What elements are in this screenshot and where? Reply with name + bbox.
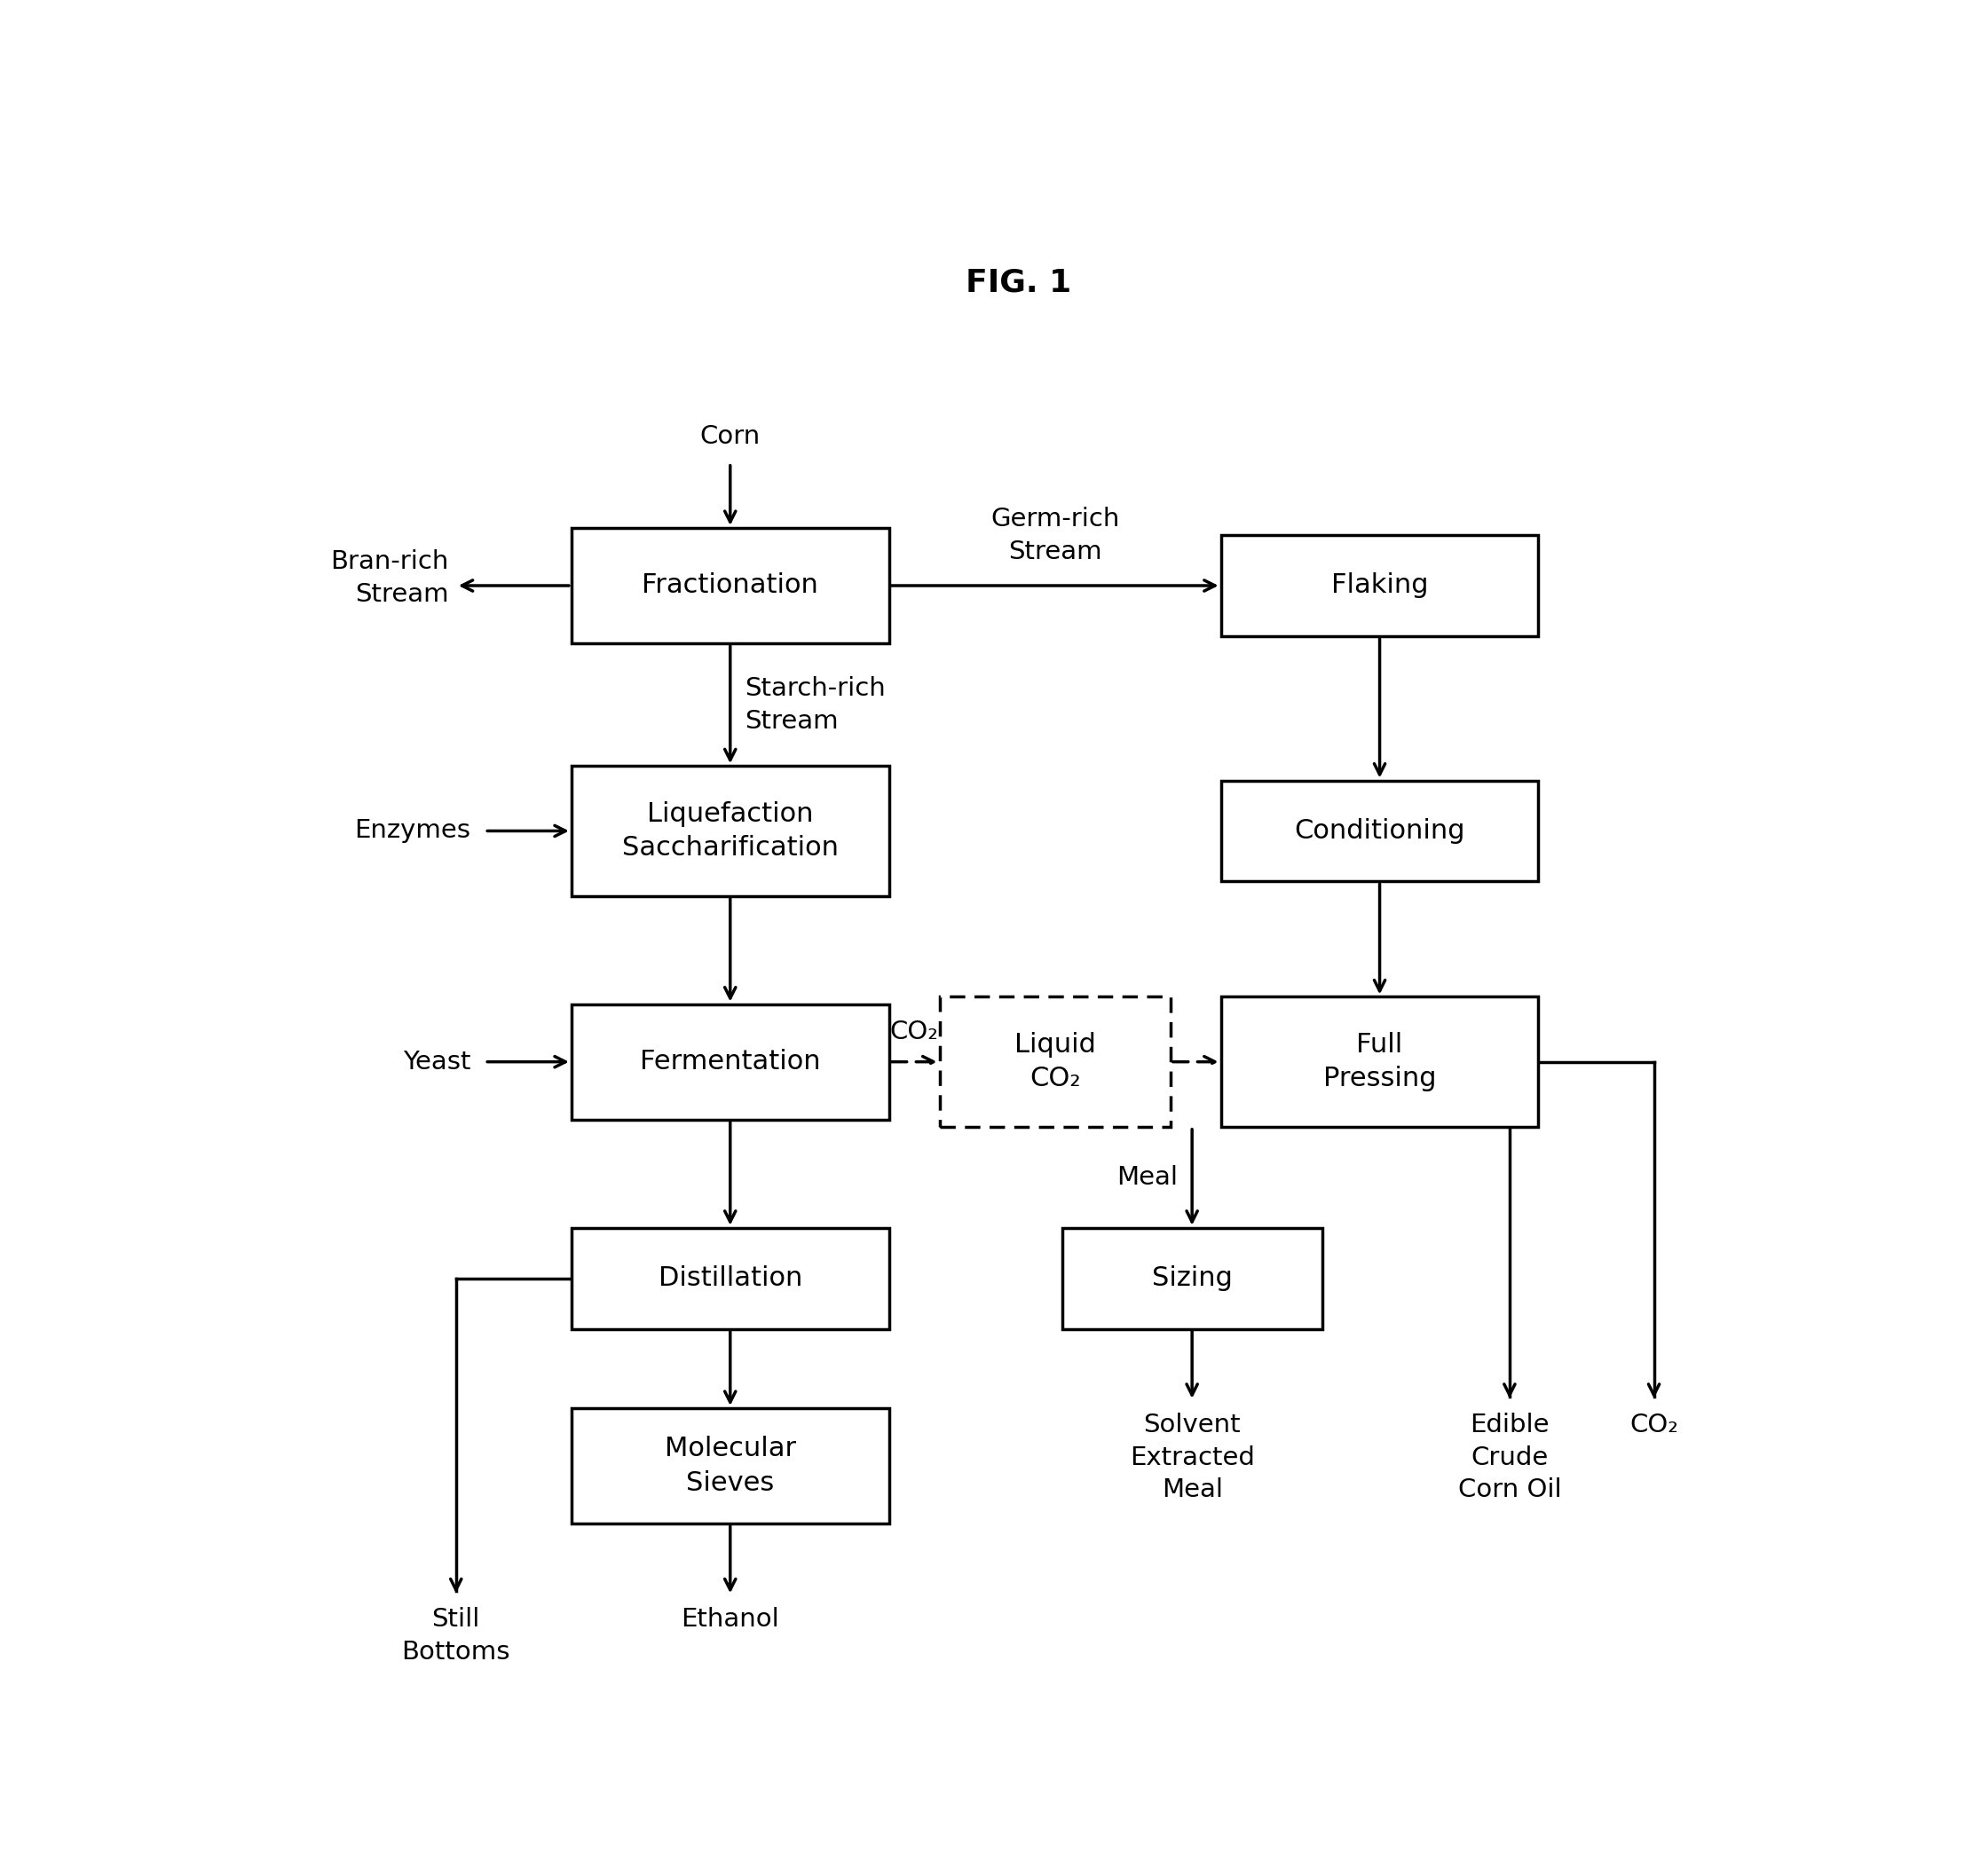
Text: Liquid
CO₂: Liquid CO₂: [1014, 1033, 1095, 1093]
Text: CO₂: CO₂: [891, 1019, 938, 1044]
Bar: [571, 1227, 889, 1329]
Text: Sizing: Sizing: [1151, 1265, 1233, 1291]
Text: Yeast: Yeast: [402, 1049, 471, 1074]
Text: Edible
Crude
Corn Oil: Edible Crude Corn Oil: [1457, 1413, 1561, 1503]
Text: Solvent
Extracted
Meal: Solvent Extracted Meal: [1129, 1413, 1254, 1503]
Text: Distillation: Distillation: [658, 1265, 803, 1291]
Text: Still
Bottoms: Still Bottoms: [402, 1608, 511, 1664]
Text: Fermentation: Fermentation: [640, 1049, 821, 1074]
Text: CO₂: CO₂: [1630, 1413, 1678, 1437]
Bar: [940, 997, 1171, 1126]
Text: Flaking: Flaking: [1332, 573, 1427, 598]
Bar: [1221, 536, 1539, 635]
Bar: [1221, 997, 1539, 1126]
Text: Starch-rich
Stream: Starch-rich Stream: [746, 677, 885, 733]
Bar: [1062, 1227, 1322, 1329]
Bar: [571, 1407, 889, 1524]
Text: Meal: Meal: [1117, 1166, 1177, 1190]
Text: Ethanol: Ethanol: [682, 1608, 779, 1632]
Bar: [1221, 780, 1539, 881]
Text: Molecular
Sieves: Molecular Sieves: [664, 1435, 795, 1495]
Bar: [571, 528, 889, 643]
Text: Enzymes: Enzymes: [354, 819, 471, 843]
Text: Bran-rich
Stream: Bran-rich Stream: [330, 549, 449, 607]
Bar: [571, 1004, 889, 1119]
Text: Corn: Corn: [700, 424, 761, 448]
Text: Fractionation: Fractionation: [642, 573, 819, 598]
Bar: [571, 766, 889, 896]
Text: FIG. 1: FIG. 1: [966, 268, 1072, 298]
Text: Conditioning: Conditioning: [1294, 819, 1465, 843]
Text: Liquefaction
Saccharification: Liquefaction Saccharification: [622, 800, 839, 860]
Text: Full
Pressing: Full Pressing: [1324, 1033, 1435, 1093]
Text: Germ-rich
Stream: Germ-rich Stream: [990, 506, 1119, 564]
